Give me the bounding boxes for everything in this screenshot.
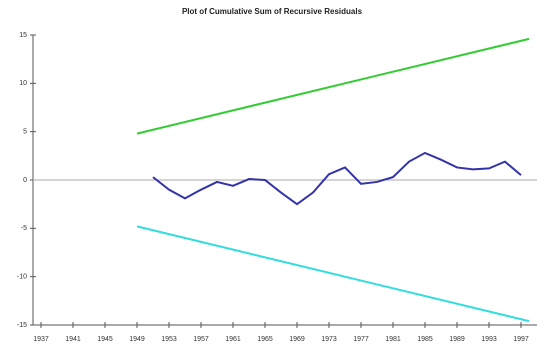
y-tick-label: -10	[17, 274, 27, 281]
y-tick-label: 15	[19, 32, 27, 39]
y-tick-label: -15	[17, 322, 27, 329]
y-tick-label: 5	[23, 129, 27, 136]
x-tick-label: 1953	[161, 336, 177, 343]
x-tick-label: 1937	[33, 336, 49, 343]
x-tick-label: 1997	[513, 336, 529, 343]
y-tick-label: -5	[21, 225, 27, 232]
x-tick-label: 1993	[481, 336, 497, 343]
x-tick-label: 1949	[129, 336, 145, 343]
series-line	[136, 37, 530, 135]
y-tick-label: 10	[19, 80, 27, 87]
x-tick-label: 1969	[289, 336, 305, 343]
x-tick-label: 1945	[97, 336, 113, 343]
x-tick-label: 1961	[225, 336, 241, 343]
x-tick-label: 1981	[385, 336, 401, 343]
x-tick-label: 1941	[65, 336, 81, 343]
series-line	[136, 225, 530, 323]
y-tick-label: 0	[23, 177, 27, 184]
x-tick-label: 1977	[353, 336, 369, 343]
x-tick-label: 1989	[449, 336, 465, 343]
x-tick-label: 1973	[321, 336, 337, 343]
x-tick-label: 1957	[193, 336, 209, 343]
series-line	[152, 151, 522, 206]
chart-title: Plot of Cumulative Sum of Recursive Resi…	[182, 7, 363, 16]
x-tick-label: 1965	[257, 336, 273, 343]
x-tick-label: 1985	[417, 336, 433, 343]
